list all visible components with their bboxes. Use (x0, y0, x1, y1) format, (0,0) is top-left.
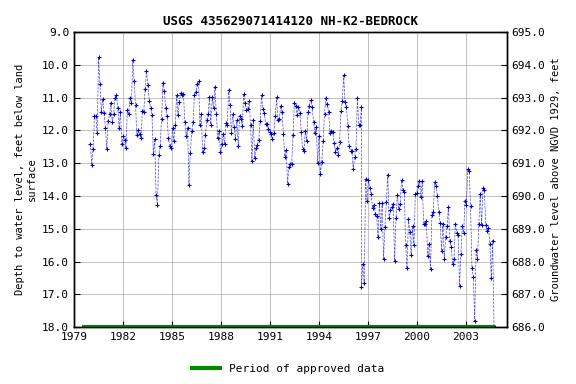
Legend: Period of approved data: Period of approved data (188, 359, 388, 379)
Y-axis label: Groundwater level above NGVD 1929, feet: Groundwater level above NGVD 1929, feet (551, 58, 561, 301)
Title: USGS 435629071414120 NH-K2-BEDROCK: USGS 435629071414120 NH-K2-BEDROCK (163, 15, 418, 28)
Y-axis label: Depth to water level, feet below land
surface: Depth to water level, feet below land su… (15, 64, 37, 295)
